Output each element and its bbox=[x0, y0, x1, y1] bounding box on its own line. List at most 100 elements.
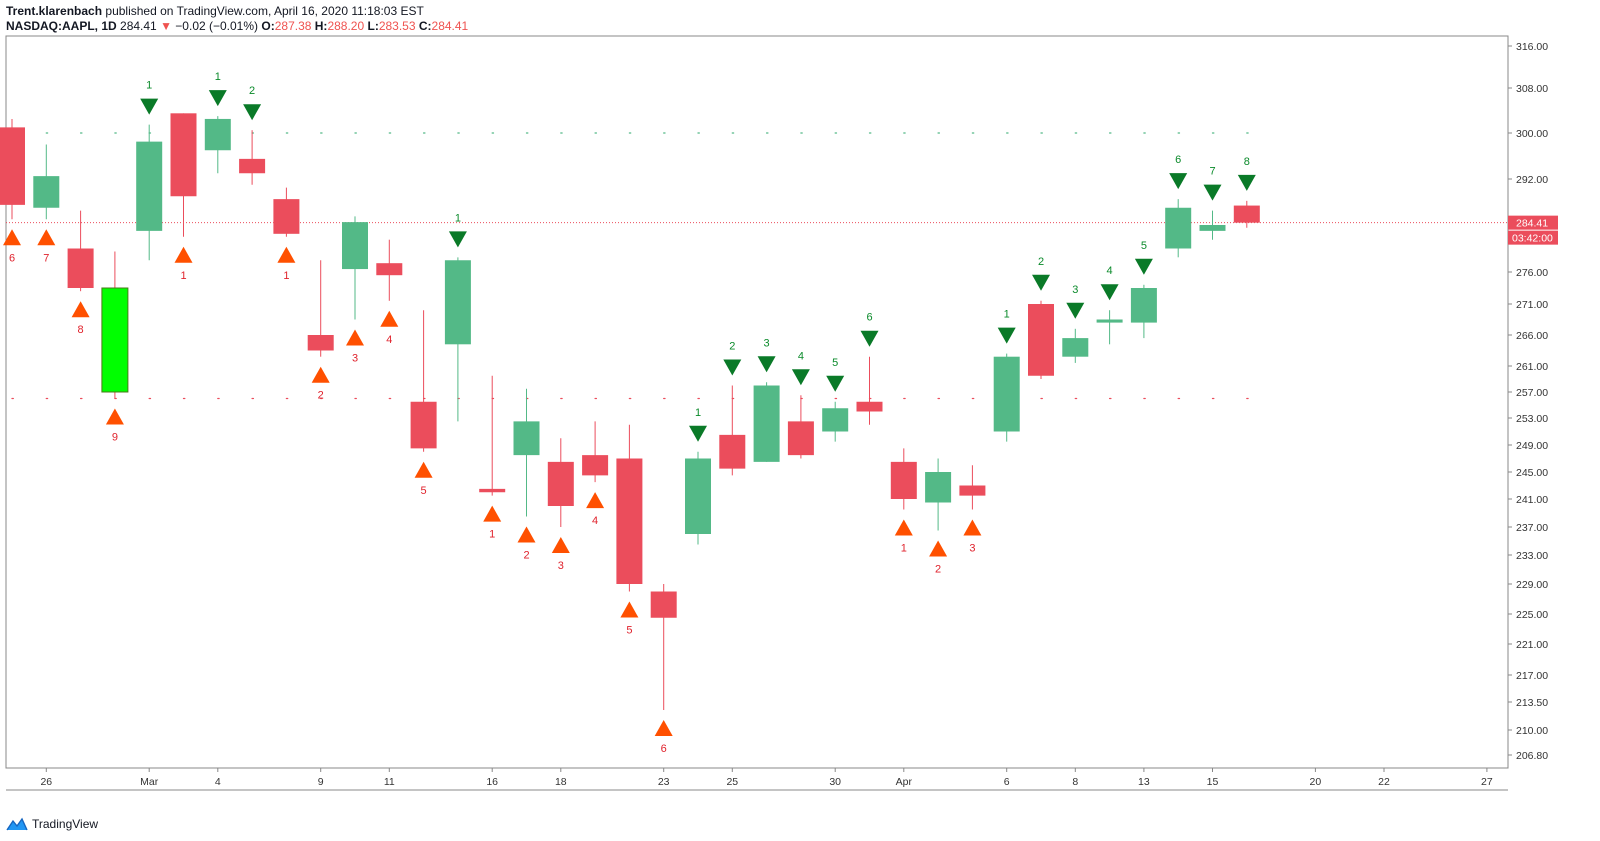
candle-body[interactable] bbox=[376, 263, 403, 276]
sell-signal-marker bbox=[1100, 284, 1119, 301]
low-label: L: bbox=[367, 19, 379, 33]
price-tick-label: 245.00 bbox=[1516, 467, 1548, 479]
candle-body[interactable] bbox=[547, 461, 574, 506]
price-tick-label: 217.00 bbox=[1516, 670, 1548, 682]
candle-body[interactable] bbox=[1062, 338, 1089, 357]
candle-body[interactable] bbox=[136, 141, 163, 231]
candle-body[interactable] bbox=[753, 385, 780, 462]
candle-body[interactable] bbox=[0, 127, 25, 205]
time-axis[interactable]: 26 Mar 4 9 11 16 18 23 25 30 Apr 6 8 13 15 20 22 27 bbox=[6, 768, 1508, 791]
candle-body[interactable] bbox=[101, 287, 129, 393]
time-tick-label: Mar bbox=[140, 776, 159, 788]
buy-signal-count: 3 bbox=[558, 560, 564, 572]
candle-body[interactable] bbox=[33, 176, 60, 208]
candle-body[interactable] bbox=[342, 222, 368, 270]
sell-signal-count: 6 bbox=[866, 312, 872, 324]
buy-signal-count: 2 bbox=[523, 550, 529, 562]
tradingview-logo[interactable]: TradingView bbox=[6, 817, 98, 831]
candle-body[interactable] bbox=[925, 472, 952, 503]
candle-body[interactable] bbox=[410, 401, 437, 449]
sell-signal-count: 6 bbox=[1175, 154, 1181, 166]
candle-body[interactable] bbox=[513, 421, 540, 456]
buy-signal-count: 4 bbox=[386, 334, 392, 346]
buy-signal-count: 1 bbox=[489, 529, 495, 541]
buy-signal-marker bbox=[174, 246, 193, 263]
candle-body[interactable] bbox=[239, 158, 266, 174]
candle-body[interactable] bbox=[719, 434, 746, 469]
candle-body[interactable] bbox=[856, 401, 883, 412]
candle-body[interactable] bbox=[582, 455, 609, 476]
candle-body[interactable] bbox=[307, 335, 334, 351]
candle-body[interactable] bbox=[1233, 205, 1260, 223]
candle-body[interactable] bbox=[273, 199, 300, 234]
sell-signal-marker bbox=[997, 327, 1016, 344]
sell-signal-count: 3 bbox=[764, 337, 770, 349]
price-tick-label: 221.00 bbox=[1516, 639, 1548, 651]
sell-signal-count: 5 bbox=[1141, 240, 1147, 252]
price-tick-label: 276.00 bbox=[1516, 267, 1548, 279]
price-tick-label: 308.00 bbox=[1516, 83, 1548, 95]
sell-signal-marker bbox=[1237, 174, 1256, 191]
price-tick-label: 266.00 bbox=[1516, 330, 1548, 342]
author-name[interactable]: Trent.klarenbach bbox=[6, 4, 103, 18]
sell-signal-count: 1 bbox=[146, 80, 152, 92]
buy-signal-count: 6 bbox=[661, 743, 667, 755]
sell-signal-marker bbox=[791, 369, 810, 386]
candle-body[interactable] bbox=[616, 458, 643, 585]
sell-signal-count: 2 bbox=[249, 85, 255, 97]
candle-body[interactable] bbox=[650, 591, 677, 618]
sell-signal-count: 1 bbox=[215, 71, 221, 83]
buy-signal-marker bbox=[894, 519, 913, 536]
buy-signal-marker bbox=[586, 492, 605, 509]
price-tick-label: 225.00 bbox=[1516, 609, 1548, 621]
candle-body[interactable] bbox=[822, 408, 849, 432]
buy-signal-count: 4 bbox=[592, 515, 598, 527]
sell-signal-marker bbox=[1134, 258, 1153, 275]
candle-body[interactable] bbox=[67, 248, 94, 289]
low-value: 283.53 bbox=[378, 19, 416, 33]
time-tick-label: 15 bbox=[1207, 776, 1219, 788]
sell-signal-count: 2 bbox=[729, 341, 735, 353]
close-label: C: bbox=[418, 19, 432, 33]
price-tick-label: 253.00 bbox=[1516, 413, 1548, 425]
sell-signal-marker bbox=[1032, 274, 1050, 291]
arrow-down-icon: ▼ bbox=[160, 19, 172, 33]
plot-area[interactable]: 6 7 8 9 1 1 2 3 4 5 1 2 3 4 5 6 1 2 3 1 1 2 1 1 2 3 4 5 6 1 2 3 4 5 6 7 8 bbox=[0, 35, 1509, 769]
candle-body[interactable] bbox=[890, 461, 917, 499]
candle-body[interactable] bbox=[1028, 304, 1054, 376]
sell-signal-marker bbox=[448, 231, 467, 248]
time-tick-label: 30 bbox=[829, 776, 841, 788]
sell-signal-marker bbox=[689, 425, 707, 442]
sell-signal-count: 3 bbox=[1072, 284, 1078, 296]
symbol-label[interactable]: NASDAQ:AAPL, 1D bbox=[6, 19, 117, 33]
sell-signal-count: 8 bbox=[1244, 156, 1250, 168]
time-tick-label: Apr bbox=[896, 776, 913, 788]
candle-body[interactable] bbox=[1199, 225, 1226, 231]
last-price: 284.41 bbox=[120, 19, 157, 33]
candle-body[interactable] bbox=[959, 485, 986, 496]
buy-signal-count: 7 bbox=[43, 252, 49, 264]
candle-body[interactable] bbox=[204, 118, 231, 151]
sell-signal-marker bbox=[1203, 184, 1222, 201]
countdown-badge-label: 03:42:00 bbox=[1512, 233, 1553, 245]
buy-signal-marker bbox=[654, 720, 673, 736]
time-tick-label: 4 bbox=[215, 776, 221, 788]
time-tick-label: 8 bbox=[1072, 776, 1078, 788]
candle-body[interactable] bbox=[1165, 207, 1192, 249]
candle-body[interactable] bbox=[685, 458, 711, 535]
price-tick-label: 249.00 bbox=[1516, 440, 1548, 452]
candle-body[interactable] bbox=[170, 113, 197, 197]
candle-body[interactable] bbox=[1096, 319, 1123, 323]
candle-body[interactable] bbox=[479, 488, 506, 493]
sell-signal-marker bbox=[860, 330, 879, 347]
buy-signal-count: 9 bbox=[112, 432, 118, 444]
candle-body[interactable] bbox=[1130, 288, 1157, 323]
price-axis[interactable]: 316.00308.00300.00292.00284.00276.00271.… bbox=[1508, 41, 1558, 762]
candle-body[interactable] bbox=[444, 260, 471, 345]
buy-signal-marker bbox=[105, 408, 124, 425]
candle-body[interactable] bbox=[993, 356, 1020, 432]
buy-signal-count: 1 bbox=[180, 270, 186, 282]
countdown-badge bbox=[1508, 230, 1558, 245]
candle-body[interactable] bbox=[787, 421, 814, 456]
